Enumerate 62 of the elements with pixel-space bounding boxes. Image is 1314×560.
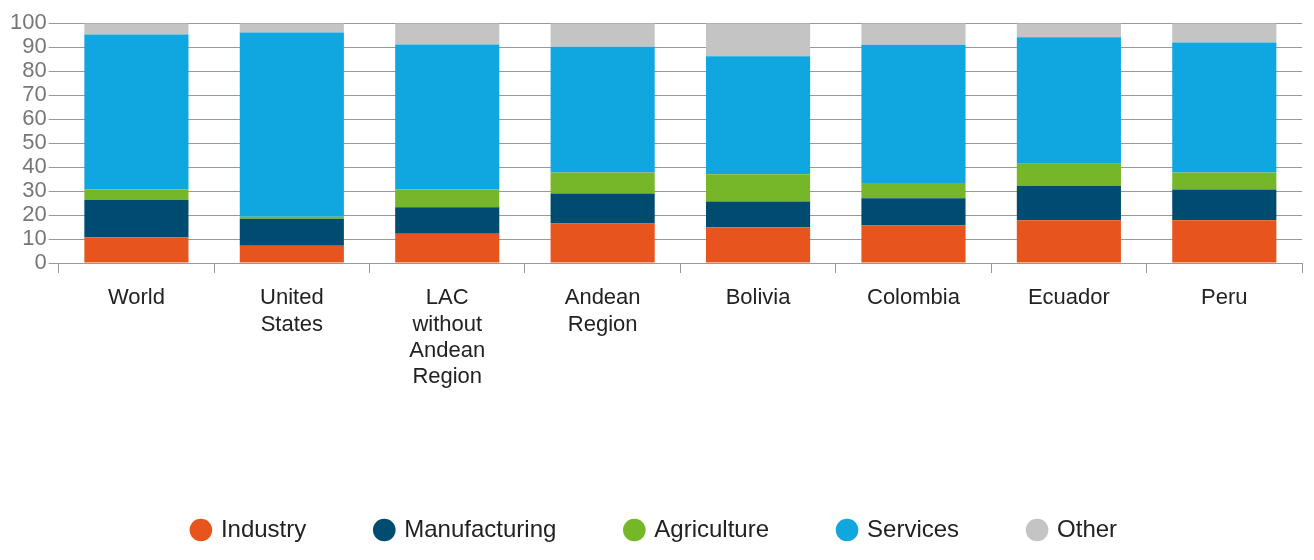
y-tick-label: 100	[9, 9, 47, 35]
y-tick-label: 50	[22, 129, 47, 155]
y-tick-label: 40	[22, 153, 47, 179]
y-tick-label: 10	[22, 225, 47, 251]
y-tick-label: 0	[34, 249, 47, 275]
bar	[84, 237, 189, 263]
y-tick-label: 80	[22, 57, 47, 83]
bar	[861, 198, 966, 226]
bar	[861, 225, 966, 263]
bar	[706, 201, 811, 228]
bar	[706, 56, 811, 175]
x-tick-label: Andean Region	[564, 284, 641, 336]
bar	[861, 23, 966, 45]
bar	[550, 193, 655, 224]
x-tick-label: United States	[260, 284, 324, 336]
bar	[706, 23, 811, 57]
x-tick-label: Colombia	[867, 284, 961, 310]
bar	[1016, 23, 1121, 38]
bar	[84, 34, 189, 190]
y-tick-label: 20	[22, 201, 47, 227]
bar	[1016, 163, 1121, 187]
y-tick-label: 60	[22, 105, 47, 131]
y-tick-label: 70	[22, 81, 47, 107]
bar	[550, 172, 655, 194]
legend-label: Manufacturing	[404, 514, 557, 542]
legend-label: Other	[1057, 514, 1118, 542]
bar	[1016, 186, 1121, 221]
bar	[861, 182, 966, 199]
y-tick-label: 30	[22, 177, 47, 203]
y-tick-label: 90	[22, 33, 47, 59]
bar	[861, 44, 966, 183]
bar	[706, 227, 811, 263]
bar	[395, 23, 500, 45]
bar	[550, 46, 655, 173]
bar	[1016, 37, 1121, 164]
x-tick-label: LAC without Andean Region	[409, 284, 486, 389]
bar	[1172, 172, 1277, 190]
x-tick-label: Peru	[1201, 284, 1248, 310]
bar	[395, 207, 500, 234]
bar	[395, 44, 500, 190]
bar	[239, 218, 344, 246]
bar	[84, 189, 189, 200]
bar	[239, 32, 344, 217]
bar	[1172, 220, 1277, 263]
x-tick-label: World	[107, 284, 165, 310]
bar	[84, 199, 189, 238]
bar	[706, 174, 811, 202]
bar	[1172, 42, 1277, 173]
x-tick-label: Bolivia	[725, 284, 792, 310]
bar	[1172, 23, 1277, 43]
bar	[1172, 189, 1277, 221]
bar	[239, 245, 344, 263]
bar	[550, 223, 655, 263]
legend-label: Services	[867, 514, 960, 542]
bar	[395, 233, 500, 263]
bar	[550, 23, 655, 47]
legend-label: Agriculture	[654, 514, 770, 542]
x-tick-label: Ecuador	[1027, 284, 1110, 310]
bar	[395, 189, 500, 208]
legend-label: Industry	[220, 514, 307, 542]
bar	[1016, 220, 1121, 263]
bar	[239, 23, 344, 33]
